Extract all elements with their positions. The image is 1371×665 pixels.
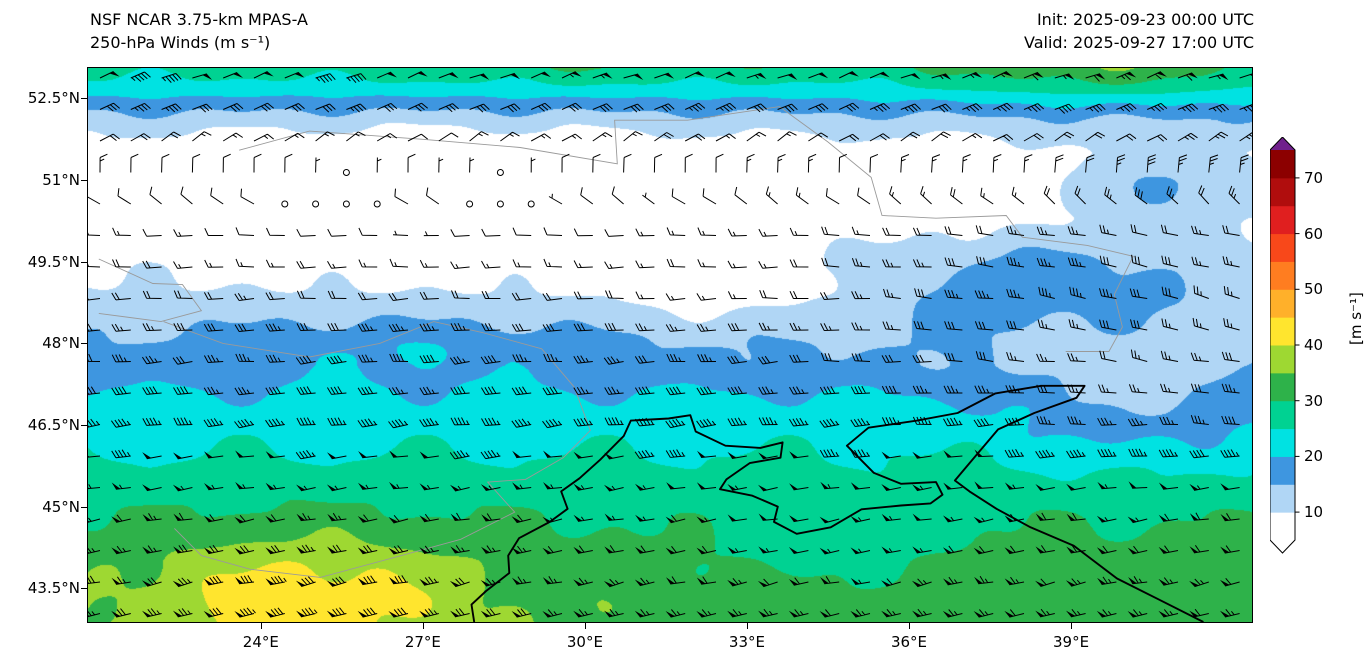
lon-tick-mark — [261, 623, 262, 629]
lon-tick-mark — [1071, 623, 1072, 629]
colorbar-tick-label: 30 — [1304, 391, 1324, 410]
lat-tick-label: 46.5°N — [27, 415, 80, 434]
colorbar-under-arrow — [1270, 540, 1295, 553]
colorbar-bin — [1270, 233, 1295, 262]
colorbar — [1269, 136, 1340, 607]
colorbar-bin — [1270, 205, 1295, 235]
wind-barbs — [88, 71, 1252, 618]
colorbar-over-arrow — [1270, 137, 1295, 150]
lon-tick-mark — [909, 623, 910, 629]
colorbar-tick-label: 70 — [1304, 168, 1324, 187]
colorbar-bin — [1270, 428, 1295, 457]
lat-tick-label: 48°N — [42, 334, 80, 353]
colorbar-bin — [1270, 372, 1295, 402]
coastline — [470, 384, 1204, 622]
colorbar-bin — [1270, 289, 1295, 318]
lon-tick-label: 36°E — [890, 633, 928, 651]
black-sea-coastline — [470, 384, 1204, 622]
valid-time: Valid: 2025-09-27 17:00 UTC — [1023, 33, 1254, 52]
colorbar-tick-label: 10 — [1304, 503, 1324, 522]
model-title: NSF NCAR 3.75-km MPAS-A — [90, 10, 308, 29]
lat-tick-mark — [81, 588, 87, 589]
lat-tick-label: 51°N — [42, 171, 80, 190]
lon-tick-mark — [423, 623, 424, 629]
lon-tick-mark — [747, 623, 748, 629]
colorbar-tick-label: 20 — [1304, 447, 1324, 466]
colorbar-bin — [1270, 484, 1295, 513]
lat-tick-mark — [81, 425, 87, 426]
colorbar-bin — [1270, 261, 1295, 290]
lat-tick-mark — [81, 507, 87, 508]
colorbar-gradient — [1269, 136, 1300, 554]
lon-tick-label: 24°E — [242, 633, 279, 651]
lat-tick-mark — [81, 180, 87, 181]
map-plot — [87, 67, 1253, 623]
country-borders — [98, 106, 1134, 578]
colorbar-bin — [1270, 150, 1295, 179]
lon-tick-label: 33°E — [728, 633, 765, 651]
colorbar-bin — [1270, 345, 1295, 374]
colorbar-unit-label: [m s⁻¹] — [1347, 292, 1365, 345]
wind-barb-pennants — [88, 71, 1252, 618]
colorbar-bin — [1270, 512, 1295, 541]
country-border — [239, 106, 1134, 352]
product-title: 250-hPa Winds (m s⁻¹) — [90, 33, 271, 52]
colorbar-bin — [1270, 177, 1295, 207]
colorbar-bin — [1270, 400, 1295, 430]
lat-tick-label: 49.5°N — [27, 252, 80, 271]
lat-tick-label: 45°N — [42, 497, 80, 516]
colorbar-bin — [1270, 456, 1295, 485]
colorbar-tick-label: 50 — [1304, 280, 1324, 299]
lat-tick-label: 52.5°N — [27, 89, 80, 108]
lon-tick-label: 30°E — [566, 633, 603, 651]
calm-wind-circles — [281, 169, 535, 208]
colorbar-outline — [1269, 136, 1296, 554]
lat-tick-mark — [81, 98, 87, 99]
colorbar-tick-label: 60 — [1304, 224, 1324, 243]
country-border — [98, 258, 203, 323]
lon-tick-mark — [585, 623, 586, 629]
title-block: NSF NCAR 3.75-km MPAS-A 250-hPa Winds (m… — [90, 8, 308, 54]
map-overlay — [88, 71, 1252, 622]
lat-tick-mark — [81, 343, 87, 344]
lon-tick-label: 39°E — [1053, 633, 1090, 651]
time-block: Init: 2025-09-23 00:00 UTC Valid: 2025-0… — [1024, 8, 1254, 54]
colorbar-bin — [1270, 317, 1295, 346]
lon-tick-label: 27°E — [404, 633, 441, 651]
lat-tick-label: 43.5°N — [27, 579, 80, 598]
country-border — [163, 321, 591, 578]
init-time: Init: 2025-09-23 00:00 UTC — [1036, 10, 1254, 29]
lat-tick-mark — [81, 262, 87, 263]
colorbar-tick-label: 40 — [1304, 336, 1324, 354]
